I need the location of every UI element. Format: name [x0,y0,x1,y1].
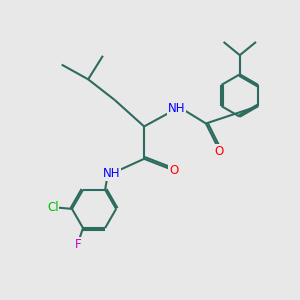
Text: NH: NH [168,102,185,115]
Text: Cl: Cl [47,201,58,214]
Text: O: O [169,164,178,177]
Text: NH: NH [103,167,121,180]
Text: F: F [75,238,82,251]
Text: O: O [214,145,224,158]
